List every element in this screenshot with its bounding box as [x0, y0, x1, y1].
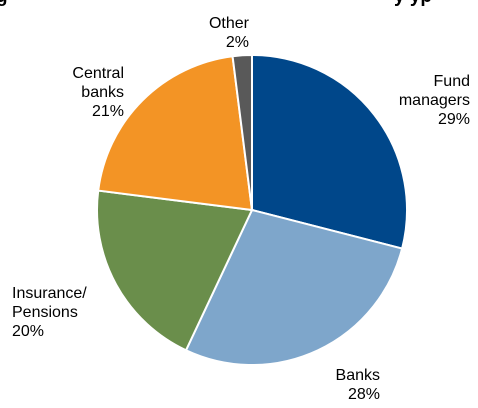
slice-label-banks: Banks 28%	[336, 367, 380, 403]
pie-slice-fund-managers	[251, 53, 408, 250]
pie-slice-banks	[184, 208, 404, 366]
slice-label-other: Other 2%	[209, 15, 250, 51]
chart-title-left: g	[0, 0, 8, 8]
slice-label-fund-managers: Fund managers 29%	[399, 73, 470, 128]
pie-slice-central-banks	[97, 55, 254, 212]
pie-slice-insurance-pensions	[96, 189, 254, 352]
pie-slice-other	[231, 53, 253, 211]
chart-title-clip: g y yp	[0, 0, 478, 10]
chart-title-right: y yp	[394, 0, 432, 8]
slice-label-central-banks: Central banks 21%	[72, 65, 124, 120]
slice-label-insurance-pensions: Insurance/Pensions 20%	[12, 285, 87, 340]
